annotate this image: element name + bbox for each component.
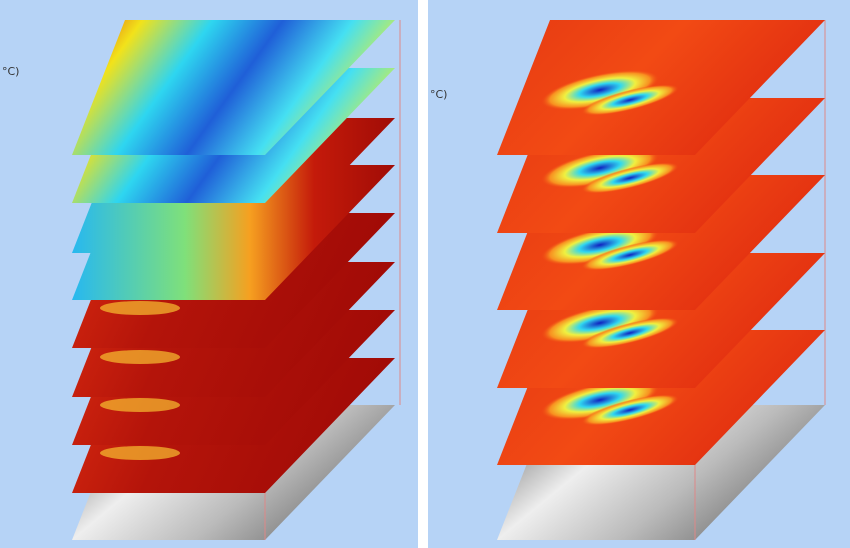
left-stack — [72, 20, 401, 540]
warm-streak — [100, 446, 180, 460]
warm-core — [581, 317, 679, 349]
warm-streak — [100, 350, 180, 364]
unit-label: °C) — [430, 88, 447, 101]
warm-core — [581, 84, 679, 116]
warm-streak — [100, 398, 180, 412]
warm-core — [541, 147, 659, 189]
warm-core — [541, 379, 659, 421]
warm-core — [541, 224, 659, 266]
right-stack — [497, 20, 826, 540]
warm-core — [541, 302, 659, 344]
warm-core — [541, 69, 659, 111]
warm-core — [581, 239, 679, 271]
warm-core — [581, 394, 679, 426]
warm-streak — [100, 301, 180, 315]
warm-core — [581, 162, 679, 194]
unit-label: °C) — [2, 65, 19, 78]
temperature-slice — [72, 20, 395, 155]
